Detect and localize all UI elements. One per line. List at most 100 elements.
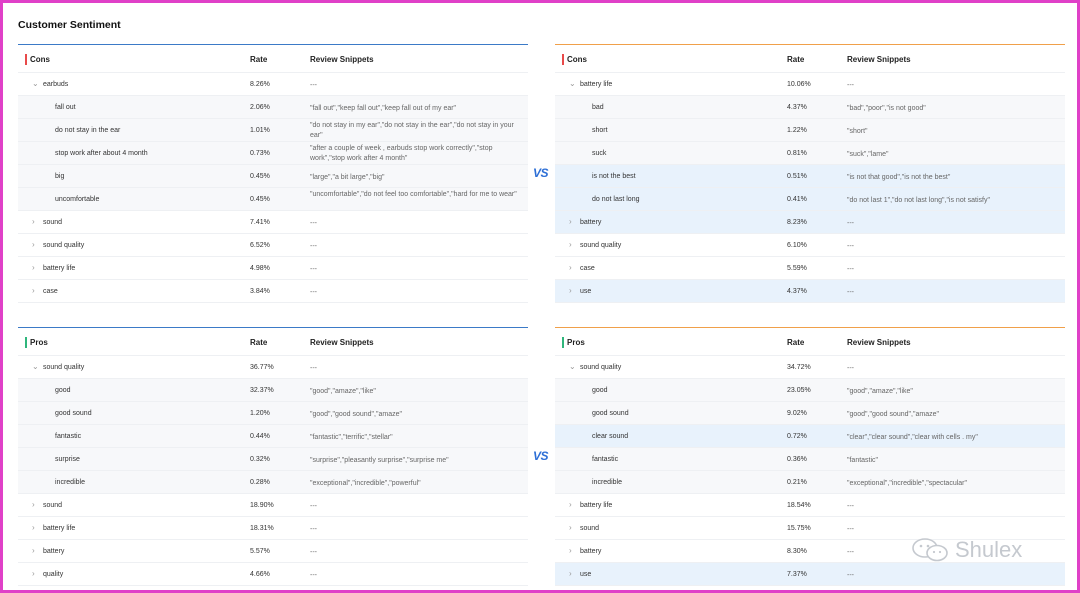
sub-topic-row[interactable]: suck 0.81% "suck","lame" (555, 142, 1065, 165)
review-snippets: "large","a bit large","big" (310, 174, 385, 181)
review-snippets: "uncomfortable","do not feel too comfort… (310, 191, 517, 198)
sub-topic-row[interactable]: bad 4.37% "bad","poor","is not good" (555, 96, 1065, 119)
topic-row[interactable]: › battery life 18.31% --- (18, 517, 528, 540)
sub-topic-row[interactable]: good 32.37% "good","amaze","like" (18, 379, 528, 402)
review-snippets: "do not last 1","do not last long","is n… (847, 197, 990, 204)
rate-column-header[interactable]: Rate (787, 55, 805, 64)
topic-row[interactable]: › battery 8.30% --- (555, 540, 1065, 563)
topic-rate: 36.77% (250, 364, 274, 371)
panel-header: Pros Rate Review Snippets (18, 328, 528, 356)
panel-title: Cons (30, 55, 50, 64)
topic-row[interactable]: › battery life 4.98% --- (18, 257, 528, 280)
chevron-right-icon[interactable]: › (569, 569, 572, 578)
review-snippets: --- (310, 572, 317, 579)
topic-rate: 0.21% (787, 479, 807, 486)
chevron-right-icon[interactable]: › (32, 500, 35, 509)
cons-accent-bar (562, 54, 564, 65)
panel-title: Cons (567, 55, 587, 64)
panel-header: Cons Rate Review Snippets (18, 45, 528, 73)
topic-rate: 4.37% (787, 104, 807, 111)
review-snippets: "fantastic","terrific","stellar" (310, 434, 393, 441)
topic-name: sound (580, 525, 600, 532)
topic-name: clear sound (592, 433, 629, 440)
topic-name: sound (43, 502, 63, 509)
topic-name: earbuds (43, 81, 69, 88)
sub-topic-row[interactable]: clear sound 0.72% "clear","clear sound","c… (555, 425, 1065, 448)
chevron-right-icon[interactable]: › (32, 546, 35, 555)
topic-rate: 1.20% (250, 410, 270, 417)
topic-rate: 0.45% (250, 196, 270, 203)
topic-row[interactable]: ⌄ sound quality 34.72% --- (555, 356, 1065, 379)
chevron-right-icon[interactable]: › (569, 217, 572, 226)
rate-column-header[interactable]: Rate (250, 338, 268, 347)
chevron-down-icon[interactable]: ⌄ (32, 79, 39, 88)
rate-column-header[interactable]: Rate (787, 338, 805, 347)
chevron-right-icon[interactable]: › (569, 286, 572, 295)
chevron-right-icon[interactable]: › (32, 263, 35, 272)
sub-topic-row[interactable]: fantastic 0.36% "fantastic" (555, 448, 1065, 471)
topic-row[interactable]: › use 7.37% --- (555, 563, 1065, 586)
logo-text: Shulex (955, 537, 1023, 562)
review-snippets: --- (847, 266, 854, 273)
review-snippets: "good","amaze","like" (310, 388, 376, 395)
topic-row[interactable]: › sound 15.75% --- (555, 517, 1065, 540)
topic-name: sound quality (43, 242, 85, 249)
shulex-logo: Shulex (911, 537, 1022, 563)
chevron-right-icon[interactable]: › (569, 546, 572, 555)
sub-topic-row[interactable]: big 0.45% "large","a bit large","big" (18, 165, 528, 188)
chevron-right-icon[interactable]: › (32, 569, 35, 578)
panel-title: Pros (567, 338, 585, 347)
page-title: Customer Sentiment (18, 19, 121, 31)
right-cons-panel: Cons Rate Review Snippets ⌄ battery life 1… (555, 44, 1065, 303)
sub-topic-row[interactable]: fantastic 0.44% "fantastic","terrific","st… (18, 425, 528, 448)
sub-topic-row[interactable]: fall out 2.06% "fall out","keep fall out",… (18, 96, 528, 119)
chevron-right-icon[interactable]: › (32, 217, 35, 226)
chevron-right-icon[interactable]: › (32, 286, 35, 295)
chevron-down-icon[interactable]: ⌄ (32, 362, 39, 371)
sub-topic-row[interactable]: good sound 9.02% "good","good sound","amaz… (555, 402, 1065, 425)
chevron-down-icon[interactable]: ⌄ (569, 362, 576, 371)
topic-name: is not the best (592, 173, 636, 180)
panel-rows: ⌄ earbuds 8.26% --- fall out 2.06% "fall out",… (18, 73, 528, 303)
sub-topic-row[interactable]: incredible 0.21% "exceptional","incredible… (555, 471, 1065, 494)
rate-column-header[interactable]: Rate (250, 55, 268, 64)
topic-row[interactable]: ⌄ earbuds 8.26% --- (18, 73, 528, 96)
topic-row[interactable]: › battery 5.57% --- (18, 540, 528, 563)
chevron-right-icon[interactable]: › (569, 500, 572, 509)
topic-row[interactable]: › sound quality 6.52% --- (18, 234, 528, 257)
chevron-right-icon[interactable]: › (32, 240, 35, 249)
topic-rate: 10.06% (787, 81, 811, 88)
topic-rate: 4.66% (250, 571, 270, 578)
sub-topic-row[interactable]: short 1.22% "short" (555, 119, 1065, 142)
chevron-down-icon[interactable]: ⌄ (569, 79, 576, 88)
panel-top-line (555, 327, 1065, 328)
topic-row[interactable]: ⌄ sound quality 36.77% --- (18, 356, 528, 379)
topic-row[interactable]: › case 5.59% --- (555, 257, 1065, 280)
sub-topic-row[interactable]: do not last long 0.41% "do not last 1","do… (555, 188, 1065, 211)
chevron-right-icon[interactable]: › (32, 523, 35, 532)
topic-row[interactable]: › case 3.84% --- (18, 280, 528, 303)
chevron-right-icon[interactable]: › (569, 523, 572, 532)
sub-topic-row[interactable]: good sound 1.20% "good","good sound","amaz… (18, 402, 528, 425)
sub-topic-row[interactable]: stop work after about 4 month 0.73% "after… (18, 142, 528, 165)
sub-topic-row[interactable]: is not the best 0.51% "is not that good","… (555, 165, 1065, 188)
topic-name: battery life (43, 525, 76, 532)
topic-row[interactable]: › battery 8.23% --- (555, 211, 1065, 234)
topic-row[interactable]: › sound quality 6.10% --- (555, 234, 1065, 257)
review-snippets: --- (847, 549, 854, 556)
topic-row[interactable]: › battery life 18.54% --- (555, 494, 1065, 517)
sub-topic-row[interactable]: incredible 0.28% "exceptional","incredible… (18, 471, 528, 494)
sub-topic-row[interactable]: surprise 0.32% "surprise","pleasantly surp… (18, 448, 528, 471)
topic-row[interactable]: › sound 18.90% --- (18, 494, 528, 517)
sub-topic-row[interactable]: do not stay in the ear 1.01% "do not stay … (18, 119, 528, 142)
chevron-right-icon[interactable]: › (569, 263, 572, 272)
topic-row[interactable]: ⌄ battery life 10.06% --- (555, 73, 1065, 96)
topic-rate: 4.37% (787, 288, 807, 295)
topic-row[interactable]: › sound 7.41% --- (18, 211, 528, 234)
sub-topic-row[interactable]: good 23.05% "good","amaze","like" (555, 379, 1065, 402)
sub-topic-row[interactable]: uncomfortable 0.45% "uncomfortable","do no… (18, 188, 528, 211)
topic-row[interactable]: › quality 4.66% --- (18, 563, 528, 586)
topic-row[interactable]: › use 4.37% --- (555, 280, 1065, 303)
topic-name: battery life (580, 81, 613, 88)
chevron-right-icon[interactable]: › (569, 240, 572, 249)
